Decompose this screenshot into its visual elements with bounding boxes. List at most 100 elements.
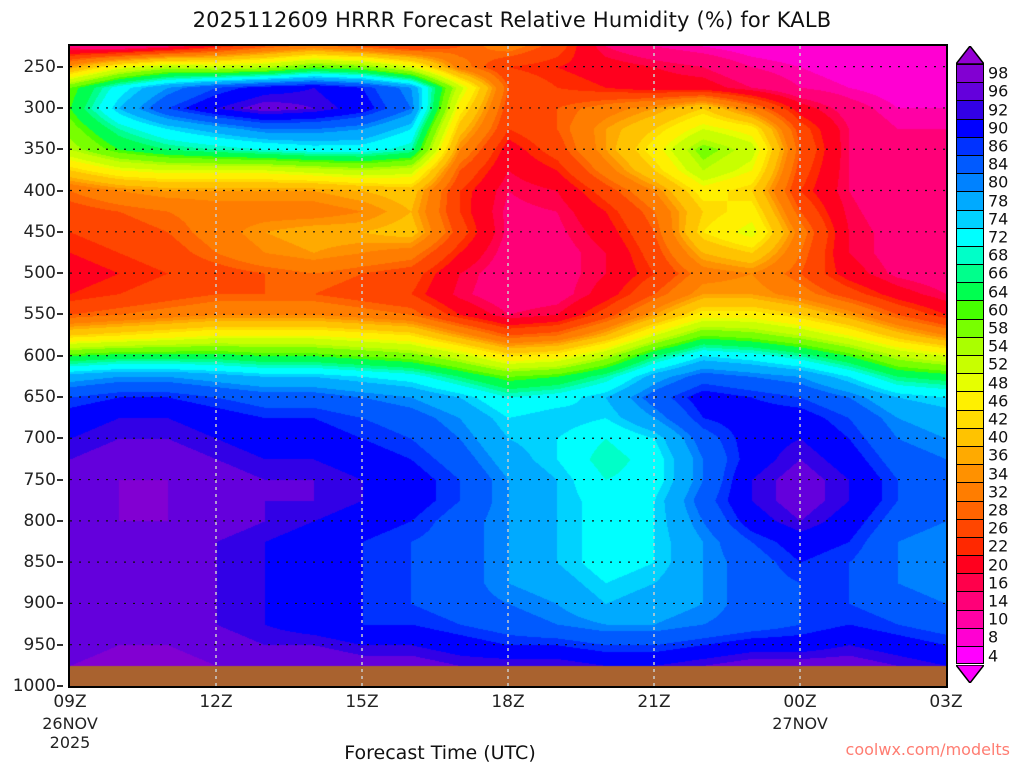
x-axis: 09Z 12Z 15Z 18Z 21Z 00Z 03Z 26NOV 2025 27NOV bbox=[0, 692, 1024, 752]
colorbar-swatch-32 bbox=[956, 482, 984, 501]
x-date-line: 27NOV bbox=[772, 714, 828, 733]
y-tick-label-400: 400 bbox=[23, 180, 56, 201]
watermark-link[interactable]: coolwx.com/modelts bbox=[845, 740, 1010, 759]
colorbar-swatch-54 bbox=[956, 336, 984, 355]
y-tick-label-450: 450 bbox=[23, 221, 56, 242]
colorbar-label-10: 10 bbox=[988, 609, 1009, 629]
y-tick-mark bbox=[57, 230, 63, 233]
colorbar-label-26: 26 bbox=[988, 518, 1009, 538]
y-tick-mark bbox=[57, 65, 63, 68]
colorbar-swatch-78 bbox=[956, 191, 984, 210]
colorbar-swatch-42 bbox=[956, 409, 984, 428]
colorbar-label-8: 8 bbox=[988, 627, 999, 647]
y-tick-mark bbox=[57, 354, 63, 357]
y-tick-mark bbox=[57, 148, 63, 151]
colorbar-swatch-86 bbox=[956, 136, 984, 155]
x-tick-label-15Z: 15Z bbox=[345, 692, 379, 712]
y-tick-label-850: 850 bbox=[23, 552, 56, 573]
colorbar-swatch-66 bbox=[956, 264, 984, 283]
y-tick-label-1000: 1000 bbox=[12, 676, 56, 696]
x-tick-label-21Z: 21Z bbox=[637, 692, 671, 712]
colorbar-label-28: 28 bbox=[988, 500, 1009, 520]
colorbar-swatch-4 bbox=[956, 646, 984, 665]
colorbar-swatch-28 bbox=[956, 500, 984, 519]
y-tick-mark bbox=[57, 313, 63, 316]
x-tick-label-03Z: 03Z bbox=[929, 692, 963, 712]
colorbar-label-98: 98 bbox=[988, 63, 1009, 83]
colorbar-swatch-40 bbox=[956, 427, 984, 446]
colorbar-label-66: 66 bbox=[988, 263, 1009, 283]
colorbar-swatch-22 bbox=[956, 536, 984, 556]
colorbar-label-54: 54 bbox=[988, 336, 1009, 356]
colorbar-swatch-58 bbox=[956, 318, 984, 337]
colorbar-swatch-96 bbox=[956, 82, 984, 101]
y-tick-mark bbox=[57, 561, 63, 564]
colorbar-swatch-26 bbox=[956, 518, 984, 537]
colorbar-over-arrow-icon bbox=[956, 46, 984, 64]
x-date-line: 26NOV bbox=[42, 714, 98, 733]
colorbar-swatch-36 bbox=[956, 445, 984, 465]
colorbar-label-68: 68 bbox=[988, 245, 1009, 265]
colorbar-swatch-64 bbox=[956, 282, 984, 301]
colorbar-label-92: 92 bbox=[988, 100, 1009, 119]
humidity-contour-field bbox=[70, 46, 946, 686]
colorbar-swatch-92 bbox=[956, 100, 984, 119]
x-tick-label-18Z: 18Z bbox=[491, 692, 525, 712]
colorbar-label-96: 96 bbox=[988, 81, 1009, 101]
colorbar-label-52: 52 bbox=[988, 354, 1009, 374]
colorbar-under-arrow-icon bbox=[956, 664, 984, 683]
y-tick-label-600: 600 bbox=[23, 345, 56, 366]
x-axis-title: Forecast Time (UTC) bbox=[344, 742, 536, 764]
x-tick-label-00Z: 00Z bbox=[783, 692, 817, 712]
x-tick-label-09Z: 09Z bbox=[53, 692, 87, 712]
colorbar-label-72: 72 bbox=[988, 227, 1009, 247]
y-axis: 250 300 350 400 450 500 550 600 650 700 750 800 850 9… bbox=[0, 44, 64, 696]
y-tick-mark bbox=[57, 643, 63, 646]
y-tick-label-350: 350 bbox=[23, 139, 56, 160]
y-tick-mark bbox=[57, 685, 63, 687]
colorbar-label-60: 60 bbox=[988, 300, 1009, 320]
colorbar-label-36: 36 bbox=[988, 445, 1009, 465]
colorbar-label-34: 34 bbox=[988, 464, 1009, 483]
x-tick-label-12Z: 12Z bbox=[199, 692, 233, 712]
colorbar-swatch-84 bbox=[956, 154, 984, 174]
colorbar-label-48: 48 bbox=[988, 373, 1009, 392]
colorbar-label-74: 74 bbox=[988, 209, 1009, 229]
y-tick-label-250: 250 bbox=[23, 56, 56, 77]
colorbar-label-42: 42 bbox=[988, 409, 1009, 429]
y-tick-label-300: 300 bbox=[23, 97, 56, 118]
colorbar-swatch-60 bbox=[956, 300, 984, 319]
colorbar-swatch-74 bbox=[956, 209, 984, 228]
colorbar-swatch-90 bbox=[956, 118, 984, 137]
colorbar-label-40: 40 bbox=[988, 427, 1009, 447]
colorbar-label-84: 84 bbox=[988, 154, 1009, 174]
colorbar-swatch-10 bbox=[956, 609, 984, 628]
colorbar-swatch-16 bbox=[956, 573, 984, 592]
colorbar-swatch-68 bbox=[956, 245, 984, 265]
y-tick-mark bbox=[57, 437, 63, 440]
colorbar-swatch-20 bbox=[956, 555, 984, 574]
colorbar-swatch-72 bbox=[956, 227, 984, 246]
colorbar-label-78: 78 bbox=[988, 191, 1009, 210]
colorbar-swatch-52 bbox=[956, 355, 984, 374]
colorbar-label-4: 4 bbox=[988, 646, 999, 665]
y-tick-mark bbox=[57, 272, 63, 275]
colorbar-label-90: 90 bbox=[988, 118, 1009, 138]
colorbar-label-86: 86 bbox=[988, 136, 1009, 156]
colorbar-swatch-48 bbox=[956, 373, 984, 392]
y-tick-label-550: 550 bbox=[23, 304, 56, 325]
x-date-label-09Z: 26NOV 2025 bbox=[42, 714, 98, 752]
colorbar-label-80: 80 bbox=[988, 172, 1009, 192]
colorbar-label-58: 58 bbox=[988, 318, 1009, 338]
page-title: 2025112609 HRRR Forecast Relative Humidi… bbox=[192, 8, 832, 32]
y-tick-mark bbox=[57, 519, 63, 522]
y-tick-label-800: 800 bbox=[23, 510, 56, 531]
y-tick-mark bbox=[57, 478, 63, 481]
colorbar-label-32: 32 bbox=[988, 482, 1009, 502]
colorbar-label-64: 64 bbox=[988, 282, 1009, 301]
y-tick-label-700: 700 bbox=[23, 428, 56, 449]
colorbar-swatch-8 bbox=[956, 627, 984, 646]
colorbar-label-14: 14 bbox=[988, 591, 1009, 611]
y-tick-mark bbox=[57, 189, 63, 192]
